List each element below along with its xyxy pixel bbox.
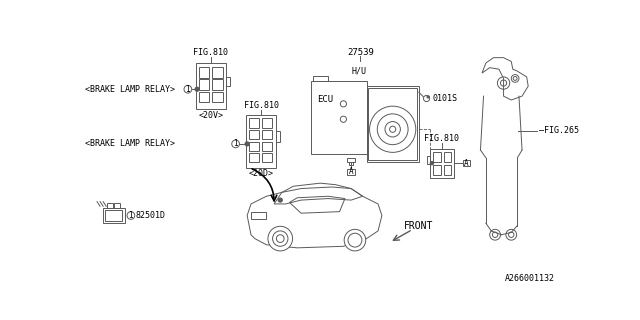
Text: <BRAKE LAMP RELAY>: <BRAKE LAMP RELAY> xyxy=(86,140,175,148)
Bar xyxy=(276,131,280,141)
Text: <BRAKE LAMP RELAY>: <BRAKE LAMP RELAY> xyxy=(86,85,175,94)
Bar xyxy=(107,203,113,208)
Circle shape xyxy=(127,212,135,219)
Text: —FIG.265: —FIG.265 xyxy=(539,126,579,135)
Bar xyxy=(311,81,367,154)
Circle shape xyxy=(184,85,192,93)
Bar xyxy=(212,92,223,102)
Circle shape xyxy=(278,198,282,202)
Bar xyxy=(106,210,122,221)
Bar xyxy=(262,141,272,151)
Bar xyxy=(444,165,451,175)
Circle shape xyxy=(427,96,429,98)
Bar xyxy=(433,152,441,162)
Text: 1: 1 xyxy=(234,140,238,148)
Text: A266001132: A266001132 xyxy=(505,274,555,283)
Bar xyxy=(431,148,454,178)
Text: <20V>: <20V> xyxy=(198,111,223,120)
Text: FIG.810: FIG.810 xyxy=(424,134,460,143)
Bar xyxy=(249,118,259,128)
Text: A: A xyxy=(464,159,469,168)
Bar xyxy=(349,162,353,165)
Circle shape xyxy=(268,226,292,251)
Circle shape xyxy=(344,229,365,251)
Bar xyxy=(196,63,227,109)
Bar xyxy=(227,77,230,86)
Text: 1: 1 xyxy=(129,211,133,220)
Bar xyxy=(103,208,125,223)
Circle shape xyxy=(245,142,249,146)
Text: ECU: ECU xyxy=(317,95,333,105)
Bar xyxy=(262,130,272,139)
Bar xyxy=(198,79,209,90)
Bar xyxy=(367,86,419,162)
Text: FIG.810: FIG.810 xyxy=(243,101,278,110)
Bar xyxy=(212,79,223,90)
Bar xyxy=(312,76,328,81)
Bar xyxy=(428,156,431,164)
Bar xyxy=(251,212,266,219)
Text: FRONT: FRONT xyxy=(403,220,433,230)
Text: A: A xyxy=(349,167,353,176)
Bar xyxy=(368,88,417,160)
Bar xyxy=(212,67,223,78)
Text: 1: 1 xyxy=(186,85,190,94)
Bar xyxy=(262,153,272,162)
Bar xyxy=(444,152,451,162)
Text: <20D>: <20D> xyxy=(248,169,273,179)
Bar xyxy=(114,203,120,208)
Circle shape xyxy=(195,87,199,91)
Text: 0101S: 0101S xyxy=(433,94,458,103)
Text: FIG.810: FIG.810 xyxy=(193,48,228,57)
Text: 27539: 27539 xyxy=(347,48,374,57)
Bar xyxy=(246,116,276,168)
Bar xyxy=(249,130,259,139)
Bar xyxy=(262,118,272,128)
Text: 82501D: 82501D xyxy=(136,211,166,220)
Bar xyxy=(348,158,355,162)
Bar xyxy=(348,169,355,175)
Bar xyxy=(463,160,470,166)
Bar xyxy=(433,165,441,175)
Circle shape xyxy=(232,140,239,148)
Bar xyxy=(249,153,259,162)
Bar xyxy=(198,67,209,78)
Text: H/U: H/U xyxy=(351,66,366,75)
Bar xyxy=(198,92,209,102)
Circle shape xyxy=(431,162,433,165)
Bar xyxy=(249,141,259,151)
